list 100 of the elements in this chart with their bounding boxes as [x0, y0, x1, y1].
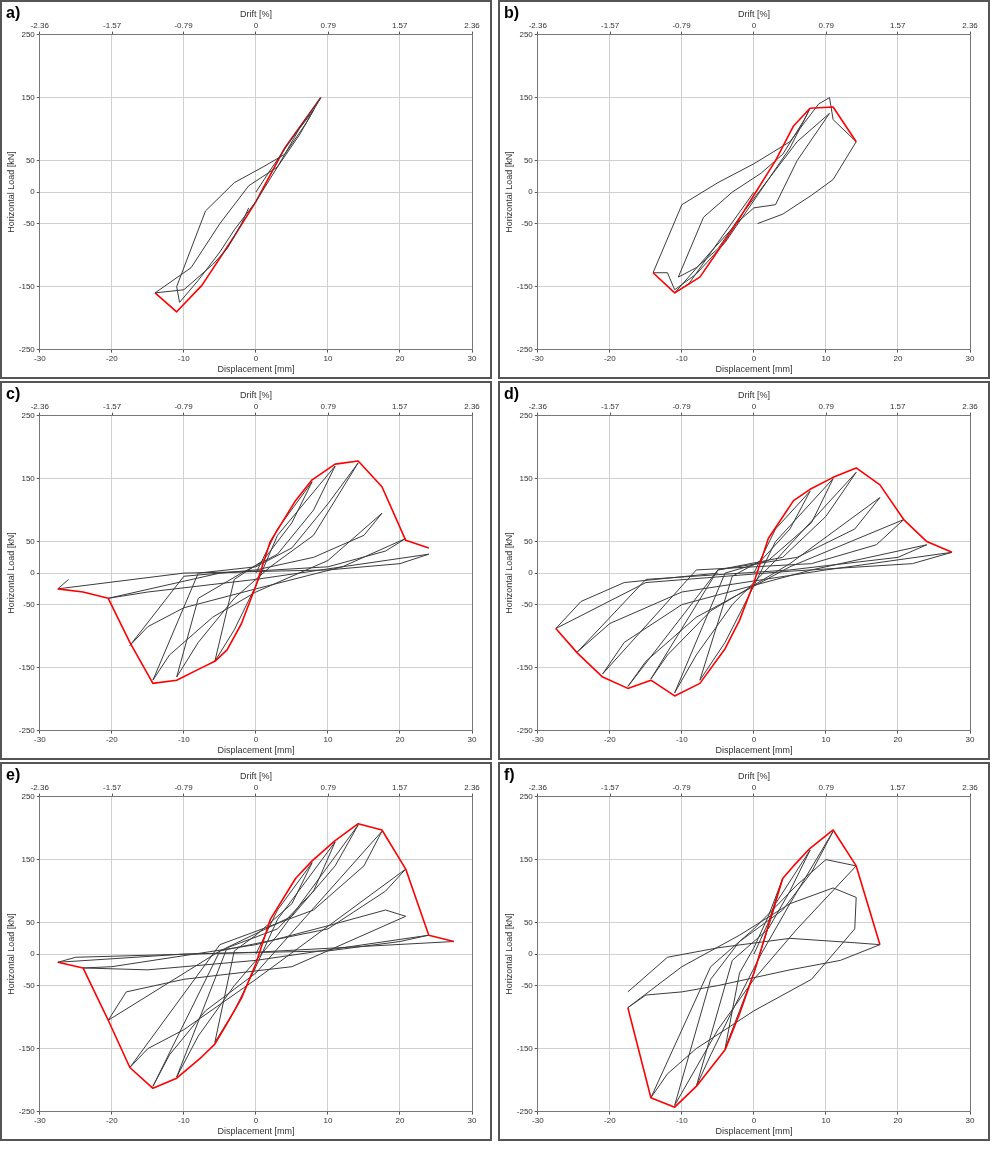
x2-tick-label: -1.57 [103, 21, 122, 30]
x-tick-label: -20 [106, 734, 119, 744]
y-tick-label: 0 [30, 949, 36, 959]
y-tick-label: -50 [23, 980, 36, 990]
x2-tick-label: -2.36 [528, 21, 548, 30]
x-tick-label: 30 [467, 734, 477, 744]
x2-tick-label: 0 [751, 21, 757, 30]
y-tick-label: -50 [23, 599, 36, 609]
y-tick-label: 0 [528, 568, 534, 578]
y-tick-label: 250 [519, 29, 534, 39]
x2-tick-label: -2.36 [528, 783, 548, 792]
x-tick-label: 0 [751, 1115, 757, 1125]
x2-tick-label: -0.79 [174, 21, 194, 30]
y-tick-label: -50 [521, 218, 534, 228]
x-tick-label: 20 [395, 734, 405, 744]
x-axis-title: Displacement [mm] [715, 745, 793, 756]
chart-title: a) [6, 4, 21, 22]
y-tick-label: 50 [25, 536, 36, 546]
chart-title: d) [504, 385, 520, 403]
x2-tick-label: 0.79 [320, 21, 337, 30]
x2-tick-label: -0.79 [672, 402, 692, 411]
y-tick-label: 0 [528, 187, 534, 197]
chart-title: c) [6, 385, 21, 403]
x2-tick-label: -0.79 [672, 21, 692, 30]
x2-tick-label: -2.36 [30, 21, 50, 30]
x-tick-label: -30 [532, 734, 545, 744]
x2-tick-label: 0 [751, 783, 757, 792]
y-tick-label: 250 [519, 791, 534, 801]
x-tick-label: 20 [395, 353, 405, 363]
x-tick-label: 30 [467, 353, 477, 363]
x2-tick-label: -0.79 [174, 783, 194, 792]
x2-tick-label: 0.79 [320, 783, 337, 792]
x-tick-label: 10 [821, 1115, 831, 1125]
x2-tick-label: 0 [253, 402, 259, 411]
x-tick-label: 0 [253, 734, 259, 744]
x2-axis-title: Drift [%] [737, 771, 770, 782]
x-tick-label: -20 [604, 1115, 617, 1125]
x-tick-label: 30 [467, 1115, 477, 1125]
y-tick-label: -150 [516, 281, 534, 291]
x-tick-label: 20 [893, 353, 903, 363]
y-tick-label: 250 [21, 791, 36, 801]
x2-tick-label: 2.36 [962, 402, 979, 411]
x2-tick-label: -0.79 [174, 402, 194, 411]
x-tick-label: -30 [532, 1115, 545, 1125]
x-tick-label: 10 [821, 734, 831, 744]
x2-tick-label: -2.36 [30, 783, 50, 792]
y-tick-label: 250 [21, 29, 36, 39]
y-tick-label: -50 [23, 218, 36, 228]
y-axis-title: Horizontal Load [kN] [5, 151, 16, 233]
x-tick-label: 0 [751, 353, 757, 363]
x-axis-title: Displacement [mm] [217, 745, 295, 756]
y-tick-label: 150 [519, 473, 534, 483]
y-tick-label: 50 [523, 155, 534, 165]
y-tick-label: 0 [528, 949, 534, 959]
y-tick-label: -150 [18, 662, 36, 672]
y-tick-label: 50 [523, 536, 534, 546]
x-tick-label: -10 [676, 1115, 689, 1125]
x-tick-label: 0 [253, 353, 259, 363]
x2-tick-label: 1.57 [889, 783, 906, 792]
x-tick-label: -10 [676, 353, 689, 363]
x2-tick-label: -1.57 [103, 402, 122, 411]
x-tick-label: -20 [106, 1115, 119, 1125]
x2-axis-title: Drift [%] [737, 390, 770, 401]
y-tick-label: 150 [519, 92, 534, 102]
chart-title: b) [504, 4, 520, 22]
y-tick-label: -250 [516, 344, 534, 354]
y-tick-label: 0 [30, 568, 36, 578]
chart-title: e) [6, 766, 21, 784]
x-tick-label: 20 [893, 734, 903, 744]
y-tick-label: 50 [523, 917, 534, 927]
x-tick-label: 10 [323, 734, 333, 744]
y-tick-label: 250 [519, 410, 534, 420]
x2-tick-label: 0.79 [818, 402, 835, 411]
y-axis-title: Horizontal Load [kN] [5, 532, 16, 614]
x-tick-label: 30 [965, 1115, 975, 1125]
x2-tick-label: 1.57 [391, 783, 408, 792]
x2-tick-label: -1.57 [601, 21, 620, 30]
y-axis-title: Horizontal Load [kN] [503, 913, 514, 995]
x2-tick-label: 2.36 [464, 783, 481, 792]
x-axis-title: Displacement [mm] [715, 364, 793, 375]
y-tick-label: 150 [21, 473, 36, 483]
x2-tick-label: 0.79 [320, 402, 337, 411]
x2-tick-label: 1.57 [391, 21, 408, 30]
x-tick-label: -20 [106, 353, 119, 363]
y-tick-label: 150 [21, 854, 36, 864]
x-tick-label: -10 [178, 734, 191, 744]
x2-tick-label: -2.36 [30, 402, 50, 411]
x-tick-label: 0 [751, 734, 757, 744]
y-tick-label: -250 [18, 1106, 36, 1116]
y-axis-title: Horizontal Load [kN] [5, 913, 16, 995]
x-tick-label: 10 [821, 353, 831, 363]
x2-tick-label: -2.36 [528, 402, 548, 411]
y-tick-label: -250 [516, 1106, 534, 1116]
x2-axis-title: Drift [%] [239, 771, 272, 782]
y-tick-label: 150 [519, 854, 534, 864]
y-axis-title: Horizontal Load [kN] [503, 151, 514, 233]
x-axis-title: Displacement [mm] [217, 364, 295, 375]
y-tick-label: -150 [516, 1043, 534, 1053]
y-tick-label: 250 [21, 410, 36, 420]
y-tick-label: 50 [25, 917, 36, 927]
